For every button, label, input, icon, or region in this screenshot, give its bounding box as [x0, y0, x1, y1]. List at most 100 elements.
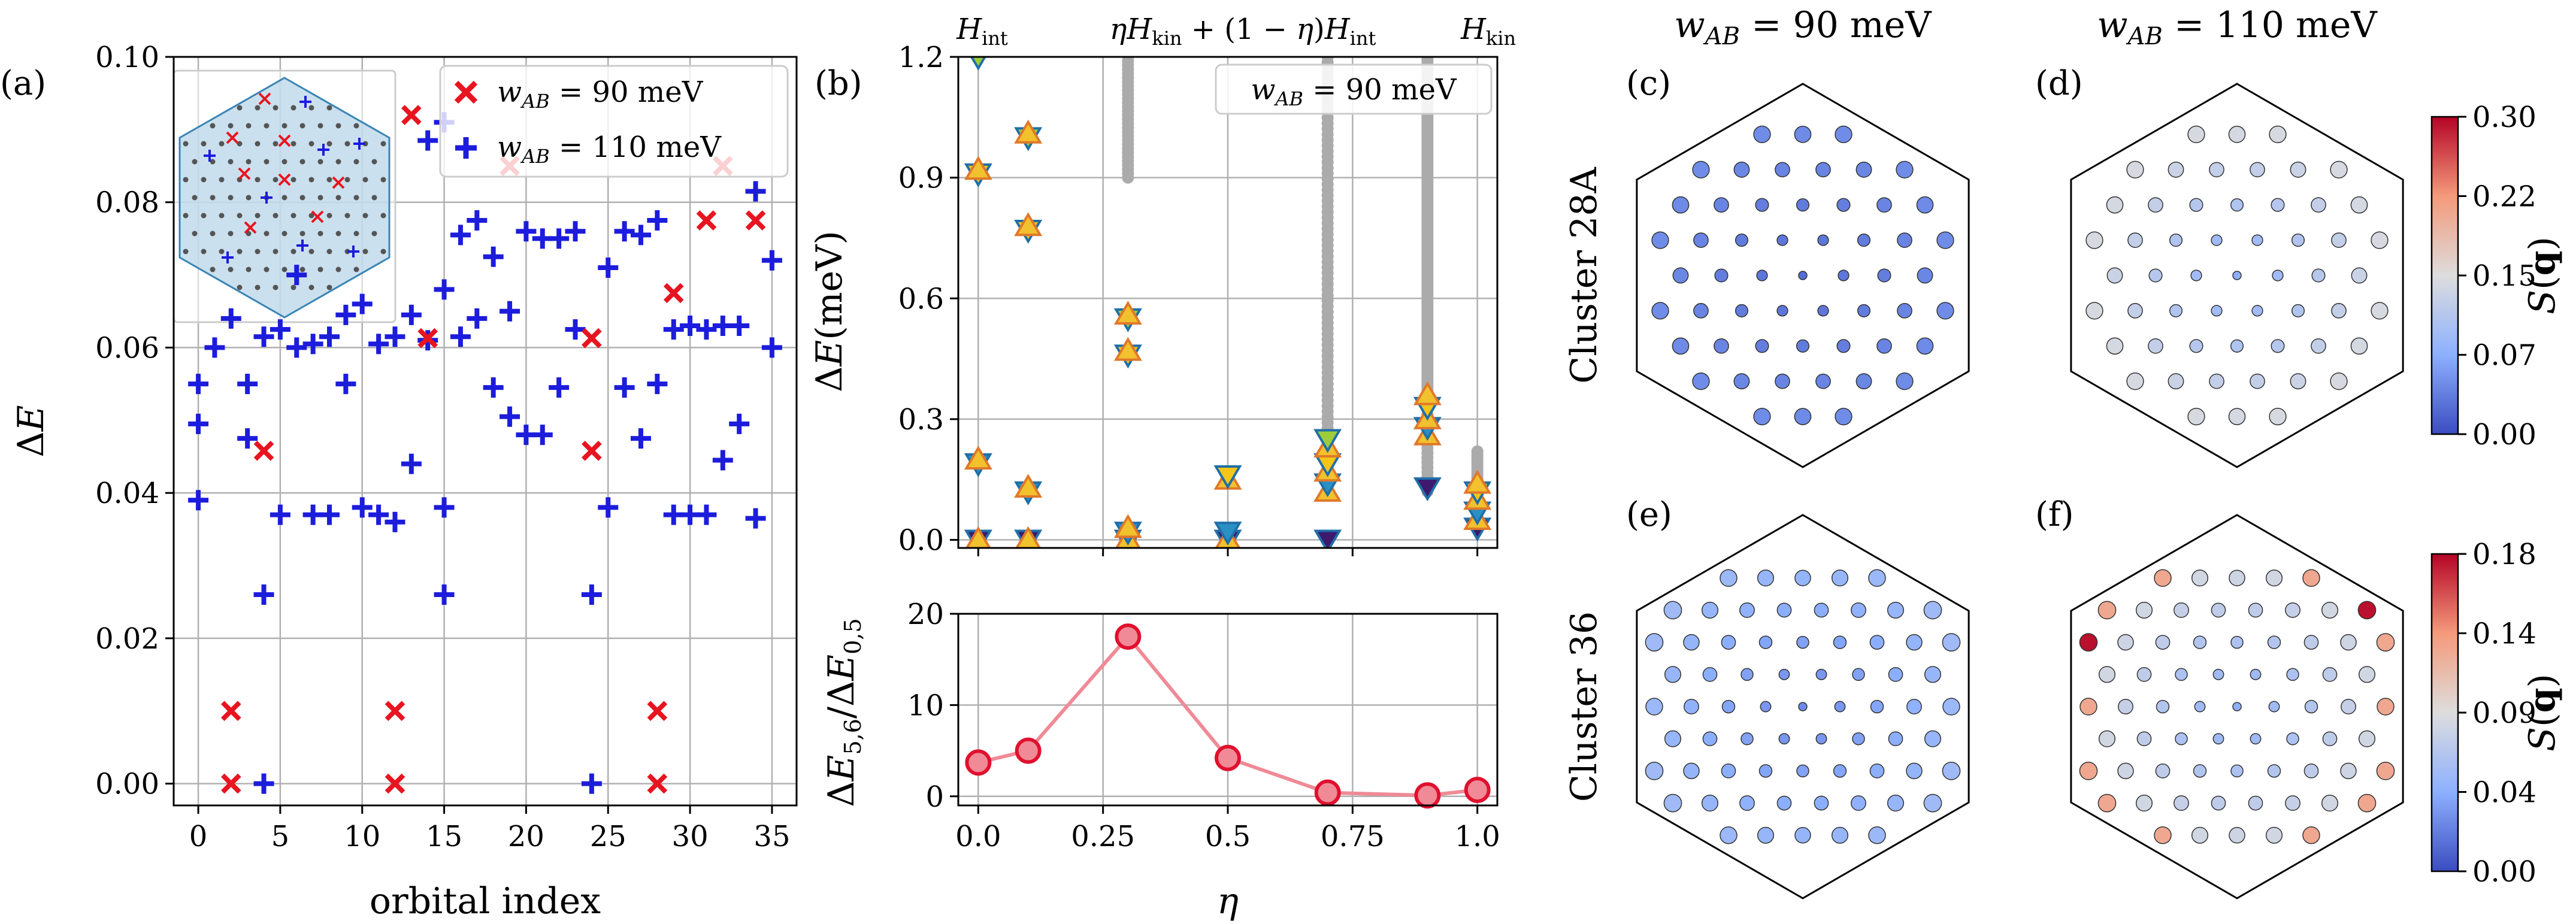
panel-label-f: (f): [2035, 495, 2073, 534]
lattice-point: [326, 177, 332, 183]
inset-x-b: [258, 92, 271, 105]
colorbar-top-label: S(q): [2521, 237, 2563, 314]
momentum-point: [1702, 667, 1718, 682]
panel-label-b: (b): [815, 64, 862, 103]
momentum-point: [2191, 569, 2209, 587]
momentum-point: [1714, 338, 1729, 354]
plus-marker: [237, 374, 258, 395]
lattice-point: [219, 141, 225, 147]
momentum-point: [2212, 668, 2224, 680]
plus-marker: [598, 497, 619, 518]
plus-marker: [352, 293, 373, 314]
plus-marker: [450, 326, 471, 347]
lattice-point: [380, 177, 386, 183]
lattice-point: [183, 249, 189, 255]
colorbar-bottom: 0.00 0.04 0.09 0.14 0.18 S(q): [2430, 538, 2563, 889]
momentum-point: [1735, 234, 1749, 247]
tick-label-x: 35: [753, 820, 790, 853]
momentum-point: [1868, 826, 1886, 844]
plus-marker: [319, 504, 340, 525]
plus-marker: [532, 425, 553, 446]
momentum-point: [1794, 569, 1811, 586]
spectrum-dot: [1321, 57, 1334, 63]
tick-label-y: 0.04: [95, 477, 159, 510]
tick-label-x: 5: [271, 820, 290, 853]
momentum-point: [2154, 569, 2172, 587]
plus-marker: [680, 316, 701, 337]
momentum-point: [2271, 198, 2285, 212]
plus-marker: [302, 334, 323, 355]
plus-marker: [614, 221, 635, 242]
momentum-point: [1664, 730, 1682, 747]
lattice-point: [228, 231, 234, 237]
momentum-point: [2268, 701, 2280, 713]
inset-plus-marker: [296, 240, 308, 252]
momentum-point: [1815, 373, 1831, 389]
momentum-point: [1817, 305, 1829, 317]
momentum-point: [1936, 231, 1954, 249]
momentum-point: [1692, 372, 1710, 390]
axes-frame-a: [172, 56, 798, 807]
momentum-point: [2340, 634, 2357, 651]
lattice-point: [326, 213, 332, 219]
tick-label-y: 10: [907, 689, 944, 722]
triangle-up-marker: [1413, 381, 1442, 405]
inset-x-marker: [311, 210, 324, 223]
lattice-point: [335, 195, 341, 201]
momentum-point: [1776, 234, 1788, 246]
momentum-point: [2358, 666, 2376, 683]
panel-label-d: (d): [2035, 64, 2083, 103]
lattice-point: [380, 249, 386, 255]
momentum-point: [1672, 196, 1690, 214]
row-label-28A: Cluster 28A: [1563, 167, 1605, 384]
tick-label-y: 20: [907, 598, 944, 631]
panel-b-lower: 0.0 0.25 0.5 0.75 1.0 0 10 20 ΔE5,6/ΔE0,5 η: [821, 598, 1500, 922]
x-marker: [582, 328, 602, 349]
plus-marker: [253, 326, 274, 347]
plus-marker: [204, 337, 225, 358]
momentum-point: [1923, 793, 1942, 813]
plus-marker: [500, 406, 520, 427]
colorbar-tick-label: 0.30: [2472, 101, 2536, 134]
hex-panel: [2070, 514, 2404, 899]
momentum-point: [2106, 196, 2124, 214]
lattice-point: [264, 231, 270, 237]
legend-a: wAB = 90 meV wAB = 110 meV: [439, 65, 789, 178]
lattice-point: [299, 195, 305, 201]
momentum-point: [1876, 197, 1892, 213]
momentum-point: [2248, 795, 2263, 811]
lattice-point: [308, 105, 314, 111]
momentum-point: [1693, 303, 1709, 319]
momentum-point: [2303, 635, 2319, 650]
momentum-point: [1645, 698, 1663, 716]
triangle-up-marker: [1014, 212, 1043, 237]
momentum-point: [1857, 234, 1871, 247]
momentum-point: [2117, 634, 2134, 651]
plus-marker: [631, 225, 651, 246]
momentum-point: [1868, 569, 1886, 587]
momentum-point: [2304, 699, 2318, 714]
x-marker: [220, 701, 241, 722]
momentum-point: [2269, 407, 2287, 426]
momentum-point: [2190, 269, 2202, 281]
momentum-point: [2175, 732, 2188, 746]
plus-marker: [483, 246, 504, 267]
lattice-point: [192, 231, 198, 237]
momentum-point: [1897, 303, 1912, 319]
lattice-point: [290, 213, 296, 219]
lattice-point: [317, 231, 323, 237]
plus-marker: [450, 225, 471, 246]
plus-marker: [663, 319, 684, 340]
inset-x-marker: [258, 92, 271, 105]
momentum-point: [2189, 198, 2203, 212]
triangle-up-marker: [1113, 514, 1142, 538]
momentum-point: [1796, 635, 1809, 649]
momentum-point: [1778, 668, 1790, 680]
plus-marker: [631, 428, 651, 449]
tick-label-x: 30: [672, 820, 709, 853]
momentum-point: [2250, 162, 2265, 178]
lattice-point: [362, 213, 368, 219]
momentum-point: [1870, 699, 1884, 714]
momentum-point: [2106, 267, 2123, 284]
